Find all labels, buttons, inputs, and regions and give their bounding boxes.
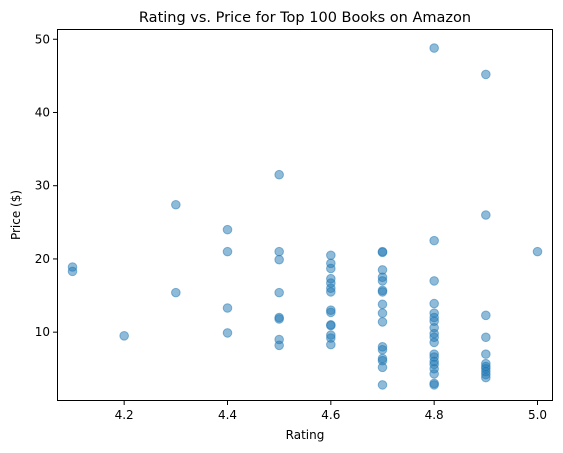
data-point-4 — [171, 287, 181, 298]
y-tick-label: 50 — [35, 32, 50, 46]
data-point-10 — [274, 246, 284, 257]
y-tick-label: 10 — [35, 325, 50, 339]
data-point-57 — [429, 337, 439, 348]
data-point-17 — [326, 250, 336, 261]
x-tick-label: 5.0 — [528, 408, 547, 422]
data-point-38 — [377, 299, 388, 310]
y-axis-label: Price ($) — [9, 190, 23, 240]
data-point-16 — [274, 340, 284, 351]
data-point-7 — [222, 303, 233, 313]
data-point-48 — [429, 235, 439, 246]
x-axis: 4.2 4.4 4.6 4.8 5.0 — [115, 401, 547, 422]
data-point-19 — [326, 263, 336, 274]
data-point-6 — [222, 246, 233, 257]
data-point-42 — [377, 344, 388, 355]
data-point-40 — [377, 317, 388, 327]
y-tick-label: 40 — [35, 105, 50, 119]
data-point-3 — [171, 199, 181, 210]
points-layer — [67, 43, 543, 390]
x-axis-label: Rating — [286, 428, 325, 442]
data-point-39 — [377, 308, 388, 318]
x-tick-label: 4.8 — [425, 408, 444, 422]
data-point-35 — [377, 276, 388, 286]
data-point-50 — [429, 298, 439, 309]
data-point-37 — [377, 287, 388, 297]
data-point-27 — [326, 320, 336, 331]
x-tick-label: 4.2 — [115, 408, 134, 422]
data-point-45 — [377, 362, 388, 373]
data-point-32 — [377, 247, 388, 258]
data-point-1 — [67, 266, 78, 277]
data-point-67 — [481, 210, 491, 220]
data-point-46 — [377, 380, 388, 390]
data-point-49 — [429, 276, 439, 286]
chart-title: Rating vs. Price for Top 100 Books on Am… — [139, 10, 471, 26]
data-point-63 — [429, 369, 439, 379]
data-point-11 — [274, 254, 284, 265]
data-point-47 — [429, 43, 439, 53]
data-point-68 — [481, 310, 491, 321]
data-point-12 — [274, 287, 284, 298]
data-point-70 — [481, 349, 491, 359]
data-point-9 — [274, 169, 284, 180]
data-point-76 — [481, 372, 491, 383]
y-axis: 10 20 30 40 50 — [35, 32, 57, 339]
data-point-23 — [326, 287, 336, 297]
plot-frame — [57, 29, 553, 401]
data-point-14 — [274, 314, 284, 324]
data-point-77 — [532, 246, 543, 257]
data-point-66 — [481, 69, 491, 80]
data-point-69 — [481, 332, 491, 343]
data-point-25 — [326, 307, 336, 318]
data-point-2 — [119, 331, 129, 341]
data-point-5 — [222, 224, 233, 235]
data-point-30 — [326, 339, 336, 350]
x-tick-label: 4.4 — [218, 408, 237, 422]
x-tick-label: 4.6 — [321, 408, 340, 422]
y-tick-label: 30 — [35, 179, 50, 193]
y-tick-label: 20 — [35, 252, 50, 266]
data-point-65 — [429, 380, 439, 390]
data-point-8 — [222, 328, 233, 338]
